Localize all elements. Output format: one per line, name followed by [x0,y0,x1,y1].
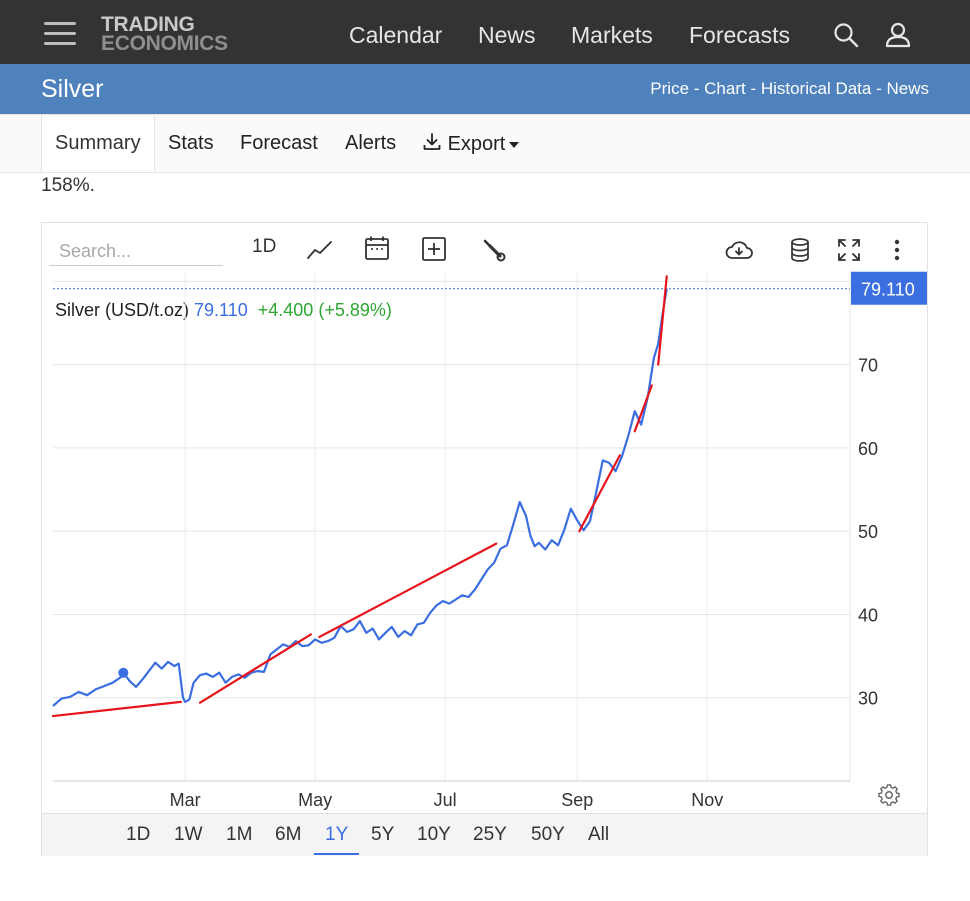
trendline [198,633,312,704]
y-tick-label: 60 [858,439,878,459]
link-separator: - [689,79,705,98]
last-price-tag-label: 79.110 [861,280,915,300]
tab-summary[interactable]: Summary [41,115,155,172]
link-chart[interactable]: Chart [704,79,746,98]
trendline [633,384,653,433]
y-tick-label: 30 [858,689,878,709]
chart-widget: 1D Silver (USD/t.oz) 79.110 +4.400 (+5 [41,222,928,856]
chart-type-icon[interactable] [306,235,334,265]
tab-export[interactable]: Export [422,132,520,156]
tab-alerts[interactable]: Alerts [345,132,397,154]
more-options-icon[interactable] [893,235,901,265]
range-1w[interactable]: 1W [174,824,203,845]
user-icon[interactable] [885,22,911,48]
nav-news[interactable]: News [478,22,536,48]
x-tick-label: Sep [561,790,593,810]
database-icon[interactable] [790,235,810,265]
link-historical-data[interactable]: Historical Data [760,79,872,98]
fullscreen-icon[interactable] [836,235,862,265]
chart-search-input[interactable] [49,237,223,266]
link-price[interactable]: Price [650,79,690,98]
top-navbar: TRADING ECONOMICS Calendar News Markets … [0,0,970,64]
logo-line-2: ECONOMICS [101,32,228,55]
trendline [51,700,182,718]
chart-legend: Silver (USD/t.oz) 79.110 +4.400 (+5.89%) [55,300,392,321]
range-1d[interactable]: 1D [126,824,151,845]
link-separator: - [745,79,761,98]
price-chart[interactable]: 304050607080MarMayJulSepNov79.110 [42,223,927,813]
add-indicator-icon[interactable] [421,234,447,264]
range-6m[interactable]: 6M [275,824,302,845]
cloud-download-icon[interactable] [724,235,754,265]
range-10y[interactable]: 10Y [417,824,451,845]
nav-calendar[interactable]: Calendar [349,22,443,48]
download-icon [423,133,441,150]
x-tick-label: May [298,790,332,810]
menu-icon[interactable] [44,22,76,46]
y-tick-label: 40 [858,605,878,625]
page-title: Silver [41,75,104,103]
series-marker-point [118,667,129,678]
x-tick-label: Mar [170,790,201,810]
series-line-silver [52,288,668,707]
range-selector: 1D 1W 1M 6M 1Y 5Y 10Y 25Y 50Y All [42,813,927,856]
calendar-icon[interactable] [364,233,390,263]
y-tick-label: 70 [858,356,878,376]
tab-export-label: Export [447,133,506,155]
nav-markets[interactable]: Markets [571,22,653,48]
wrench-icon[interactable] [481,235,507,265]
range-1m[interactable]: 1M [226,824,253,845]
range-1y[interactable]: 1Y [314,824,360,855]
title-bar: Silver Price - Chart - Historical Data -… [0,64,970,114]
chevron-down-icon [509,141,520,148]
trendline [318,542,498,639]
logo-line-1: TRADING [101,13,195,36]
legend-change: +4.400 (+5.89%) [257,300,392,320]
interval-selector[interactable]: 1D [252,236,277,257]
legend-series-name: Silver (USD/t.oz) [55,300,190,320]
range-50y[interactable]: 50Y [531,824,565,845]
section-links: Price - Chart - Historical Data - News [650,79,929,99]
last-price-tag [851,271,927,305]
link-separator: - [871,79,887,98]
nav-forecasts[interactable]: Forecasts [689,22,790,48]
search-icon[interactable] [833,22,859,48]
x-tick-label: Nov [691,790,723,810]
range-25y[interactable]: 25Y [473,824,507,845]
settings-gear-icon[interactable] [878,784,900,806]
link-news[interactable]: News [886,79,929,98]
site-logo[interactable]: TRADING ECONOMICS [101,13,228,55]
trendline [657,275,668,366]
tab-forecast[interactable]: Forecast [240,132,318,154]
range-all[interactable]: All [588,824,610,845]
tab-bar: Summary Stats Forecast Alerts Export [0,114,970,173]
y-tick-label: 50 [858,522,878,542]
legend-price: 79.110 [194,300,248,320]
summary-text-fragment: 158%. [41,175,95,196]
trendline [578,454,621,533]
range-5y[interactable]: 5Y [371,824,395,845]
x-tick-label: Jul [434,790,457,810]
tab-stats[interactable]: Stats [168,132,214,154]
